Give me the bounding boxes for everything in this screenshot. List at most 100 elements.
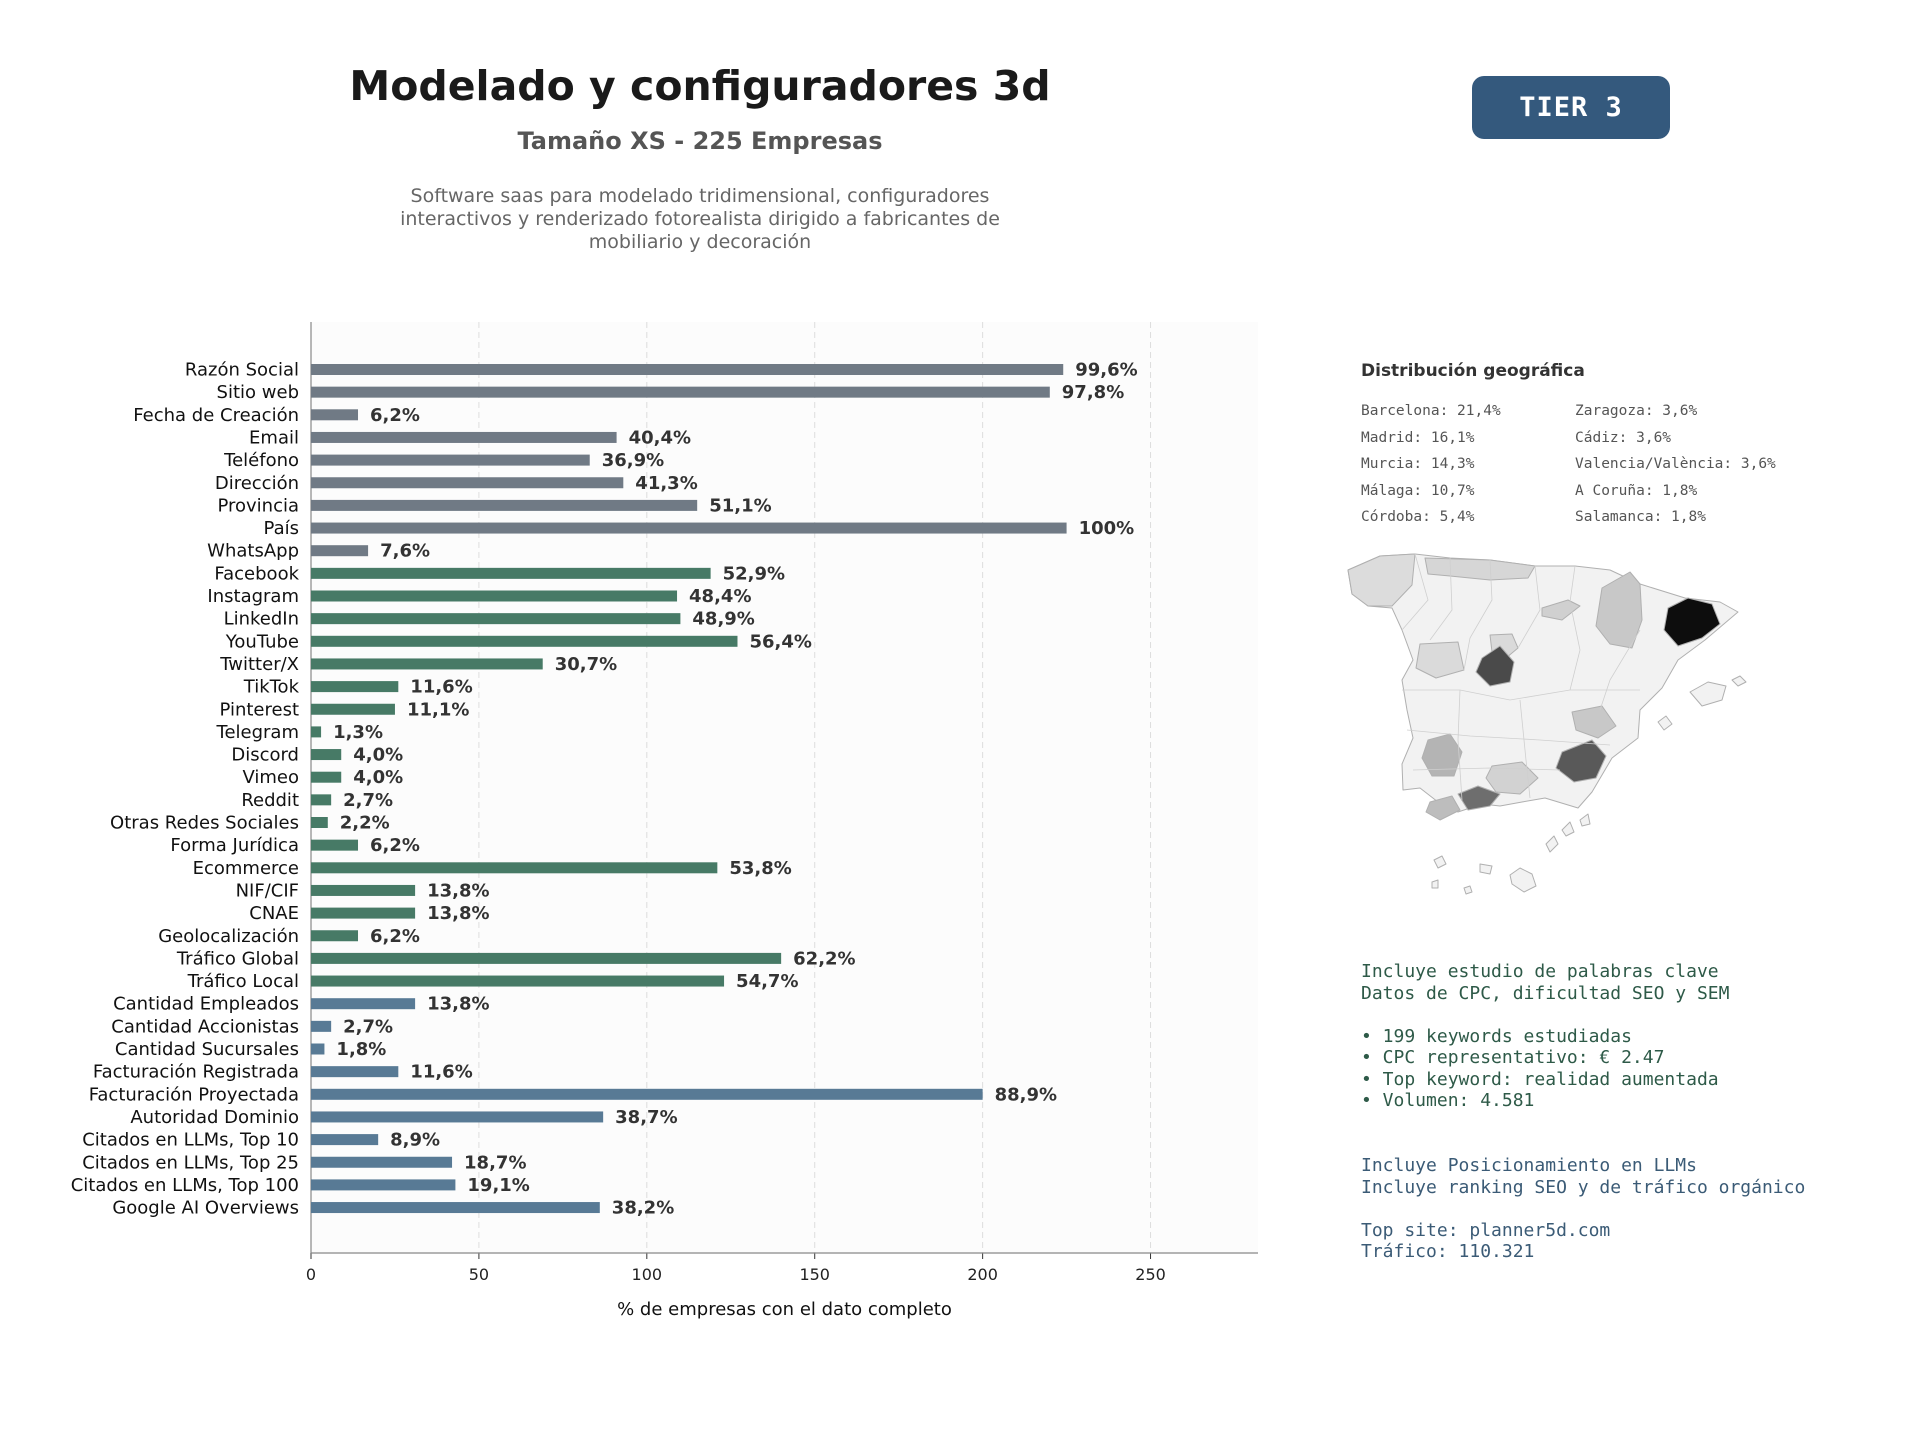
data-label: 2,7% [343,1016,393,1037]
bar [311,522,1067,534]
seo-bullet: • 199 keywords estudiadas [1361,1025,1632,1047]
bar [311,998,416,1010]
map-province [1415,641,1465,679]
bar [311,862,718,874]
category-label: Citados en LLMs, Top 100 [71,1175,299,1196]
bar [311,613,681,625]
category-label: Telegram [216,722,299,743]
category-label: Teléfono [223,450,299,471]
map-island [1463,885,1473,895]
map-province [1595,571,1643,649]
description-line: Software saas para modelado tridimension… [410,185,990,207]
seo-line: Datos de CPC, dificultad SEO y SEM [1361,982,1730,1004]
bar [311,1088,983,1100]
bar [311,409,359,421]
page-subtitle: Tamaño XS - 225 Empresas [517,127,883,155]
data-label: 13,8% [427,994,489,1015]
map-province [1485,761,1539,795]
map-island [1479,863,1493,875]
map-border-line [1519,699,1531,799]
map-island [1657,715,1673,731]
category-label: Email [249,427,299,448]
llm-info-block: Incluye Posicionamiento en LLMs Incluye … [1361,1155,1805,1263]
map-island [1731,675,1747,687]
sector-description: Software saas para modelado tridimension… [370,185,1030,254]
data-label: 41,3% [635,473,697,494]
bar [311,1043,325,1055]
map-border-line [1457,689,1463,801]
bar [311,726,322,738]
page-title: Modelado y configuradores 3d [349,62,1051,110]
category-label: Tráfico Global [176,948,299,969]
map-province [1425,795,1461,821]
data-label: 4,0% [353,767,403,788]
category-label: Provincia [217,495,299,516]
map-border-line [1402,689,1640,701]
bar [311,635,738,647]
bar [311,1179,456,1191]
category-label: NIF/CIF [236,880,299,901]
bar [311,386,1050,398]
bar [311,794,332,806]
geo-entry: Valencia/València: 3,6% [1575,456,1776,472]
bar [311,1066,399,1078]
geo-entry: Córdoba: 5,4% [1361,509,1475,525]
description-line: mobiliario y decoración [588,231,812,253]
category-label: Autoridad Dominio [130,1107,299,1128]
category-label: Facturación Proyectada [89,1084,299,1105]
data-label: 13,8% [427,903,489,924]
data-label: 8,9% [390,1130,440,1151]
category-label: Instagram [207,586,299,607]
geo-entry: Salamanca: 1,8% [1575,509,1706,525]
data-label: 11,6% [410,1062,472,1083]
geo-entry: Murcia: 14,3% [1361,456,1475,472]
geo-entry: A Coruña: 1,8% [1575,482,1698,499]
bar [311,749,342,761]
bar [311,817,328,828]
category-label: Geolocalización [158,926,299,947]
map-border-line [1517,565,1541,649]
top-site-line: Top site: planner5d.com [1361,1219,1611,1241]
map-province [1424,557,1536,581]
category-label: Discord [231,745,299,766]
bar [311,431,617,443]
category-label: Cantidad Sucursales [115,1039,299,1060]
data-label: 13,8% [427,880,489,901]
seo-line: Incluye estudio de palabras clave [1361,961,1719,982]
data-label: 38,2% [612,1198,674,1219]
category-label: Tráfico Local [187,971,299,992]
llm-line: Incluye Posicionamiento en LLMs [1361,1155,1697,1176]
bar [311,364,1064,375]
category-label: Ecommerce [193,858,299,879]
map-island [1579,813,1591,827]
x-axis-label: % de empresas con el dato completo [617,1299,952,1320]
data-label: 11,6% [410,677,472,698]
map-border-line [1599,629,1641,711]
x-tick-label: 50 [469,1265,489,1284]
data-label: 53,8% [729,858,791,879]
data-label: 48,4% [689,586,751,607]
category-label: Sitio web [217,382,299,403]
category-label: Citados en LLMs, Top 25 [82,1152,299,1173]
x-tick-label: 250 [1135,1265,1166,1284]
category-label: Dirección [215,473,299,494]
bar [311,567,711,579]
map-province [1475,645,1515,687]
data-label: 99,6% [1075,360,1137,381]
x-tick-label: 0 [306,1265,316,1284]
bar [311,681,399,693]
category-label: Facebook [214,563,299,584]
map-border-line [1569,565,1581,691]
data-label: 62,2% [793,948,855,969]
bar [311,1020,332,1032]
data-label: 6,2% [370,405,420,426]
category-label: Vimeo [242,767,299,788]
seo-bullet: • Top keyword: realidad aumentada [1361,1068,1719,1090]
map-province [1347,553,1416,607]
category-label: Reddit [241,790,299,811]
seo-bullet: • Volumen: 4.581 [1361,1090,1535,1111]
map-mainland [1347,553,1739,813]
data-label: 36,9% [602,450,664,471]
category-label: Facturación Registrada [93,1062,299,1083]
